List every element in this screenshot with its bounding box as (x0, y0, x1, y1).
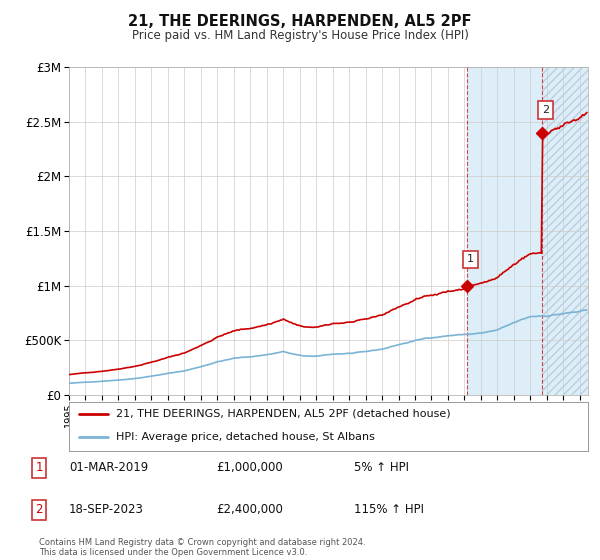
Text: 115% ↑ HPI: 115% ↑ HPI (354, 503, 424, 516)
Bar (467, 67, 542, 395)
Text: Price paid vs. HM Land Registry's House Price Index (HPI): Price paid vs. HM Land Registry's House … (131, 29, 469, 42)
Text: 2: 2 (35, 503, 43, 516)
Text: 01-MAR-2019: 01-MAR-2019 (69, 461, 148, 474)
Text: 21, THE DEERINGS, HARPENDEN, AL5 2PF: 21, THE DEERINGS, HARPENDEN, AL5 2PF (128, 14, 472, 29)
Text: £1,000,000: £1,000,000 (216, 461, 283, 474)
Text: 1: 1 (467, 254, 474, 264)
Text: 2: 2 (542, 105, 549, 115)
Text: 1: 1 (35, 461, 43, 474)
Text: £2,400,000: £2,400,000 (216, 503, 283, 516)
Text: 18-SEP-2023: 18-SEP-2023 (69, 503, 144, 516)
Text: 21, THE DEERINGS, HARPENDEN, AL5 2PF (detached house): 21, THE DEERINGS, HARPENDEN, AL5 2PF (de… (116, 409, 451, 419)
Bar (542, 67, 588, 395)
Text: 5% ↑ HPI: 5% ↑ HPI (354, 461, 409, 474)
Text: Contains HM Land Registry data © Crown copyright and database right 2024.
This d: Contains HM Land Registry data © Crown c… (39, 538, 365, 557)
Bar (542, 67, 588, 395)
Text: HPI: Average price, detached house, St Albans: HPI: Average price, detached house, St A… (116, 432, 374, 442)
